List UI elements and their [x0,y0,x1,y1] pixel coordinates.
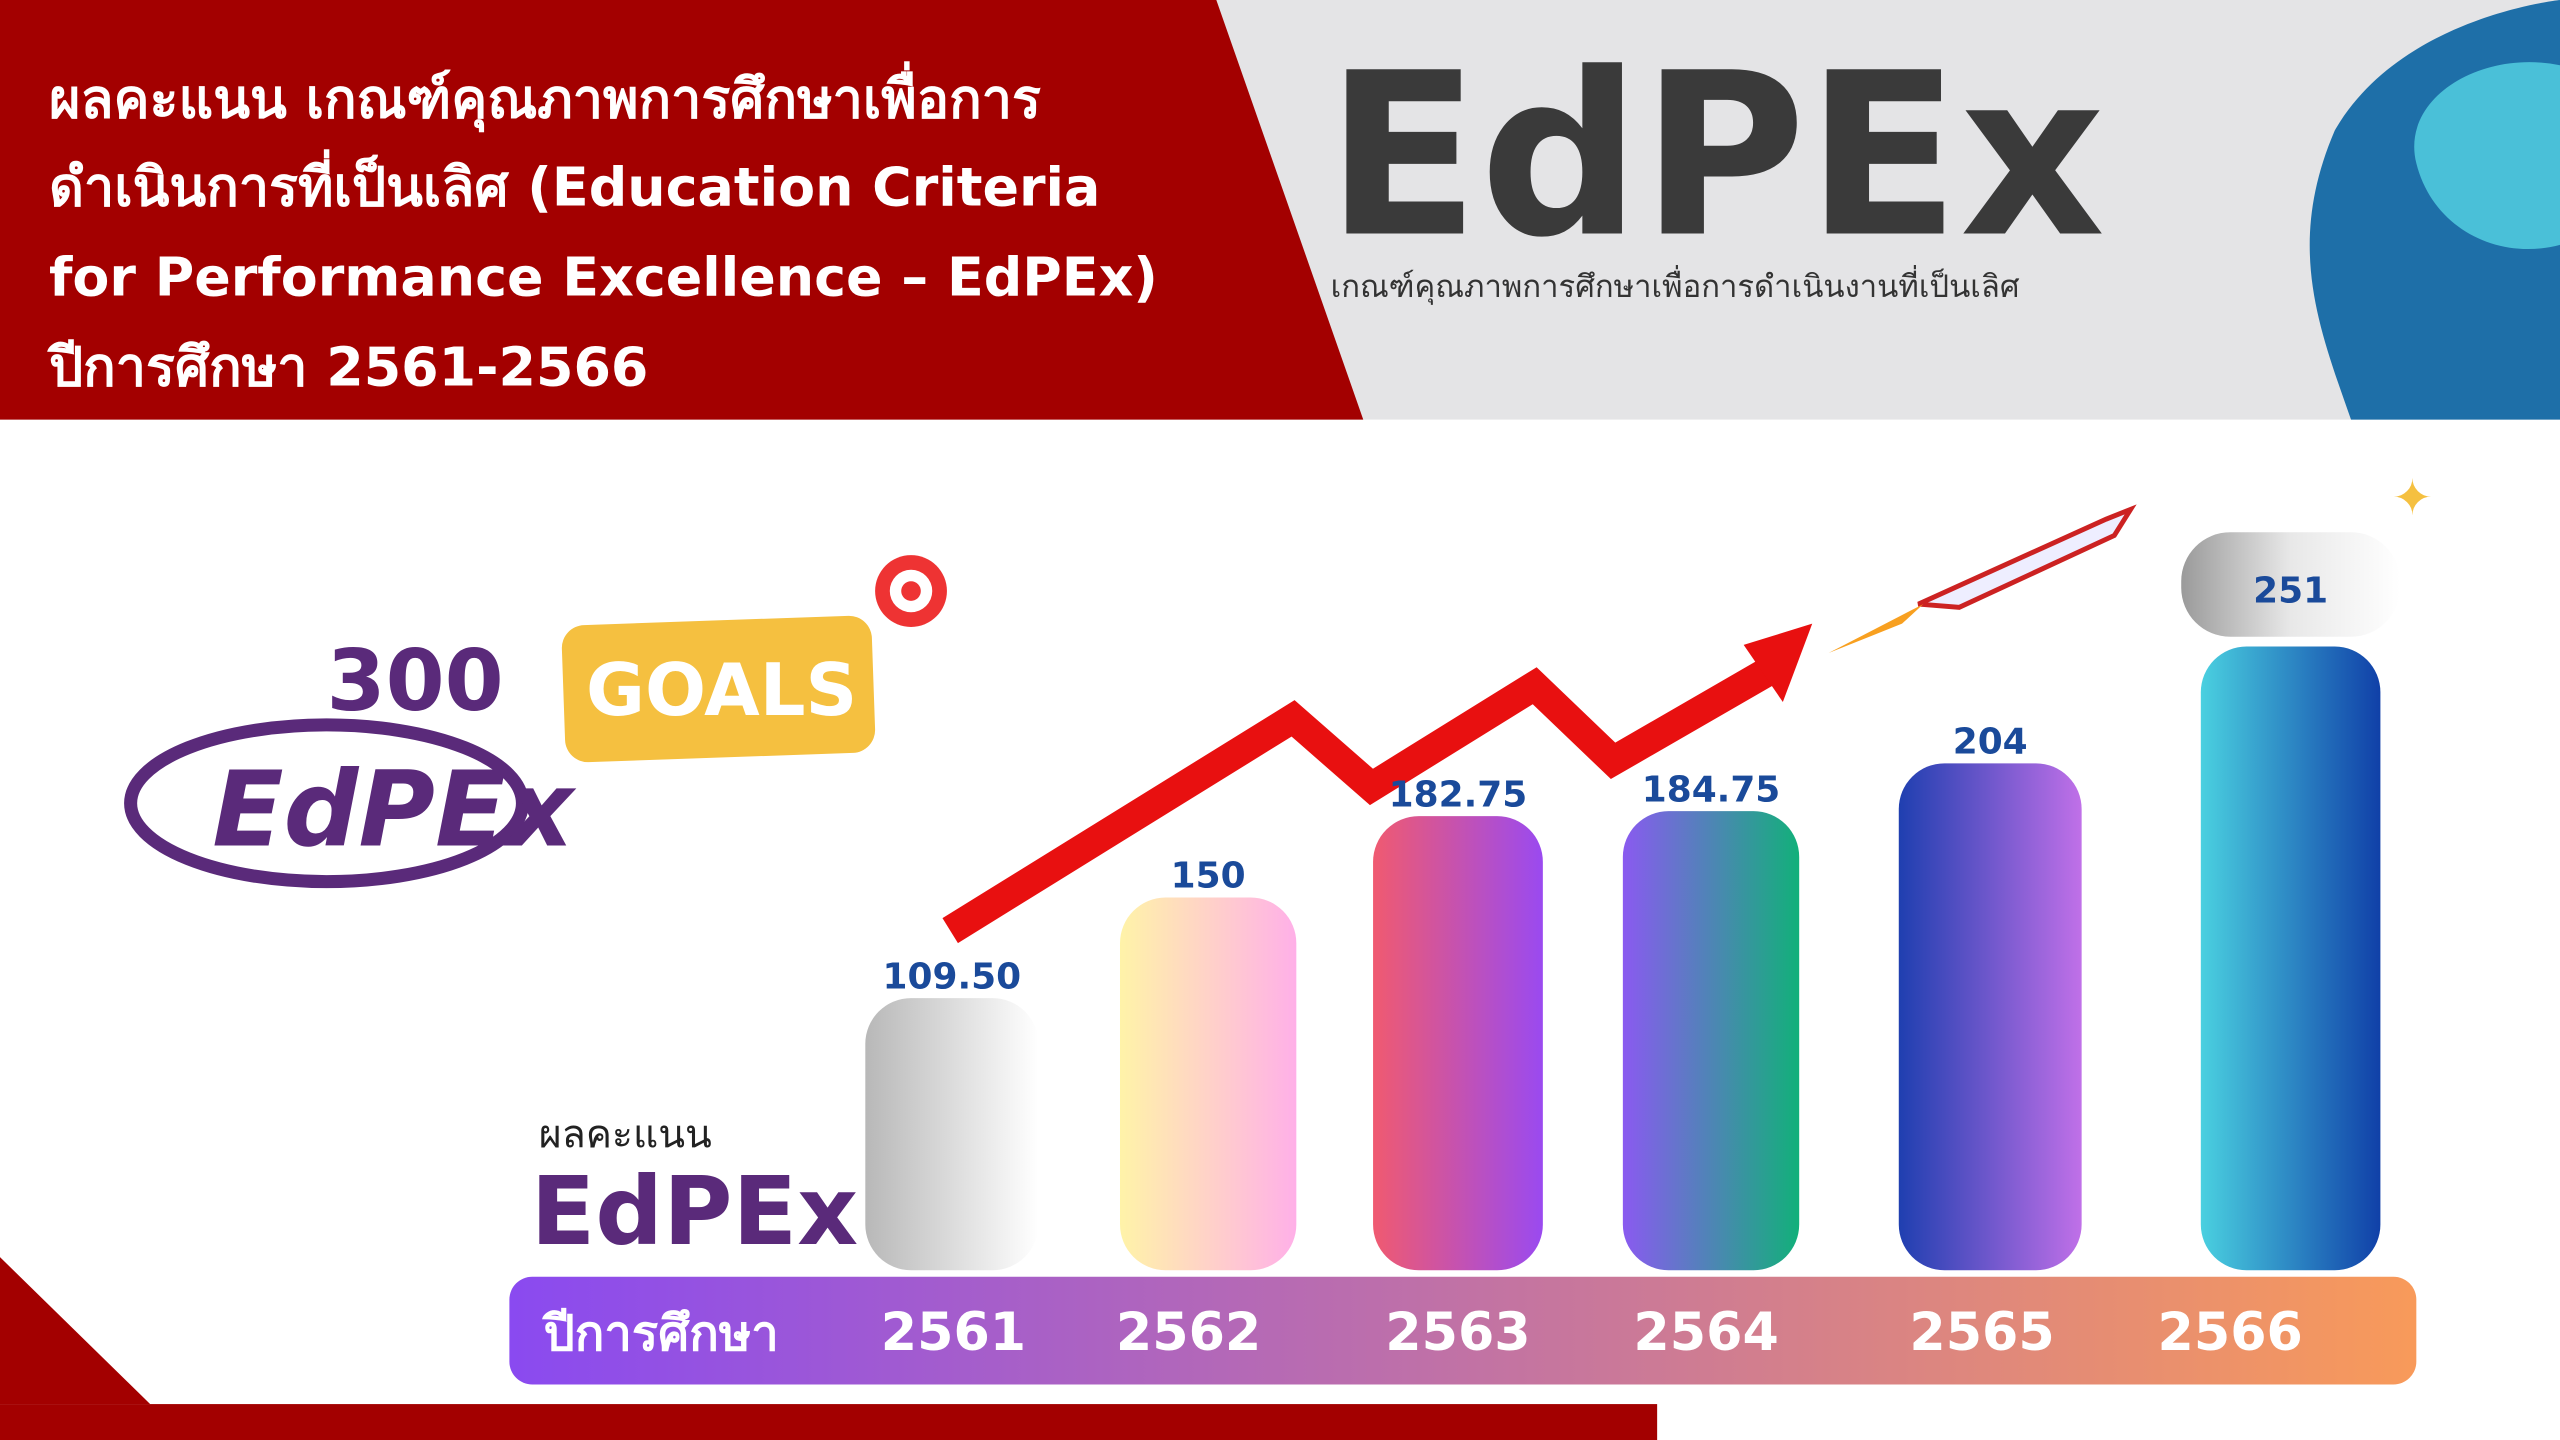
rocket [1917,504,2137,610]
goal-label: GOALS [586,648,857,732]
bar [1622,811,1800,1271]
x-axis-band [509,1276,2417,1385]
goal-logo-swoosh [124,718,529,889]
title-line: ผลคะแนน เกณฑ์คุณภาพการศึกษาเพื่อการ [49,61,1041,133]
header-banner [0,0,1364,420]
brand: EdPEx [531,1157,859,1267]
value-label: 150 [1171,856,1246,897]
x-tick-label: 2561 [881,1303,1026,1363]
footer-bar [0,1404,1658,1440]
goal-logo: EdPEx [212,749,577,871]
corner-decoration [0,1257,151,1405]
rocket-flame [1828,604,1924,654]
x-label: ปีการศึกษา [542,1305,779,1362]
value-label: 109.50 [883,956,1022,997]
value-label: 182.75 [1389,774,1528,815]
bar [2200,646,2381,1271]
goal-badge [561,615,876,763]
value-badge [2181,532,2400,637]
title-line: ปีการศึกษา 2561-2566 [47,335,649,398]
brain [2414,62,2560,250]
x-tick-label: 2566 [2158,1303,2303,1363]
trend-arrow [942,656,1779,944]
bar [1373,816,1543,1271]
y-label: ผลคะแนน [539,1113,712,1158]
sparkle: ✦ [2392,469,2433,526]
x-tick-label: 2564 [1633,1303,1778,1363]
header-logo-subtitle: เกณฑ์คุณภาพการศึกษาเพื่อการดำเนินงานที่เ… [1331,265,2020,306]
x-tick-label: 2563 [1385,1303,1530,1363]
x-tick-label: 2565 [1909,1303,2054,1363]
bar [1898,763,2082,1271]
trend-arrowhead [1743,623,1813,703]
plot: 109.50 2561 150 2562 182.75 2563 184.75 2564 204… [865,532,2400,1363]
target-icon [901,581,921,601]
value-label: 184.75 [1642,769,1781,810]
value-label: 251 [2253,570,2328,611]
goal-value: 300 [327,632,504,731]
title-line: ดำเนินการที่เป็นเลิศ (Education Criteria [49,149,1100,219]
x-tick-label: 2562 [1116,1303,1261,1363]
bar [1120,897,1297,1271]
value-label: 204 [1953,722,2028,763]
header-logo: EdPEx [1326,25,2106,287]
title-line: for Performance Excellence – EdPEx) [49,246,1158,309]
bar [865,998,1039,1271]
